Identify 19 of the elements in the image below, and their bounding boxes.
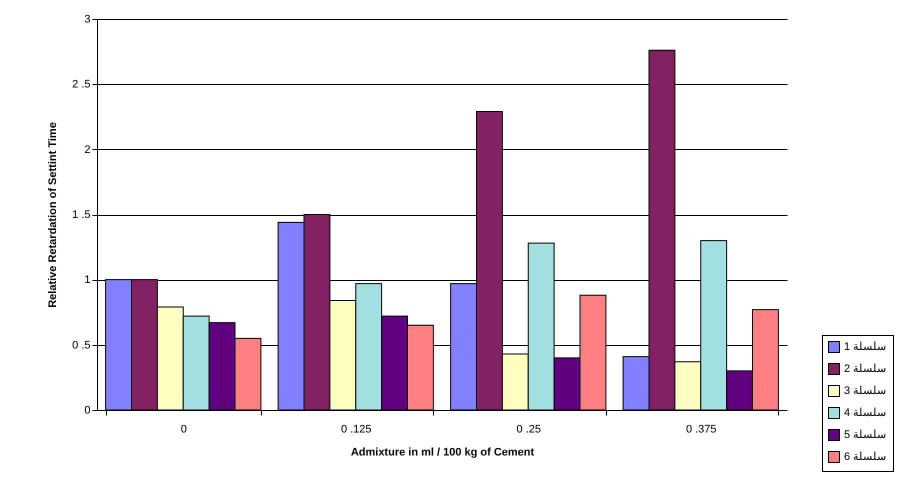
x-tick-label: 0 [180, 424, 187, 436]
legend-label: سلسلة 2 [844, 363, 886, 375]
y-tick-label: 0 .5 [72, 339, 90, 352]
legend-label: سلسلة 4 [844, 407, 886, 419]
y-tick-label: 2 [84, 144, 90, 156]
x-tick-label: 0 .375 [686, 424, 717, 436]
y-tick-label: 1 .5 [72, 209, 90, 221]
legend-label: سلسلة 1 [844, 341, 886, 353]
y-axis-title: Relative Retardation of Settint Time [47, 122, 60, 308]
legend-label: سلسلة 3 [844, 385, 886, 397]
x-axis-title: Admixture in ml / 100 kg of Cement [350, 446, 535, 458]
x-tick-label: 0 .25 [516, 424, 541, 436]
legend-label: سلسلة 6 [844, 451, 886, 463]
legend-label: سلسلة 5 [844, 429, 886, 441]
y-tick-label: 0 [84, 404, 90, 416]
y-tick-label: 3 [84, 14, 90, 26]
x-tick-label: 0 .125 [340, 424, 372, 436]
y-tick-label: 2 .5 [72, 78, 90, 91]
y-tick-label: 1 [84, 274, 90, 286]
